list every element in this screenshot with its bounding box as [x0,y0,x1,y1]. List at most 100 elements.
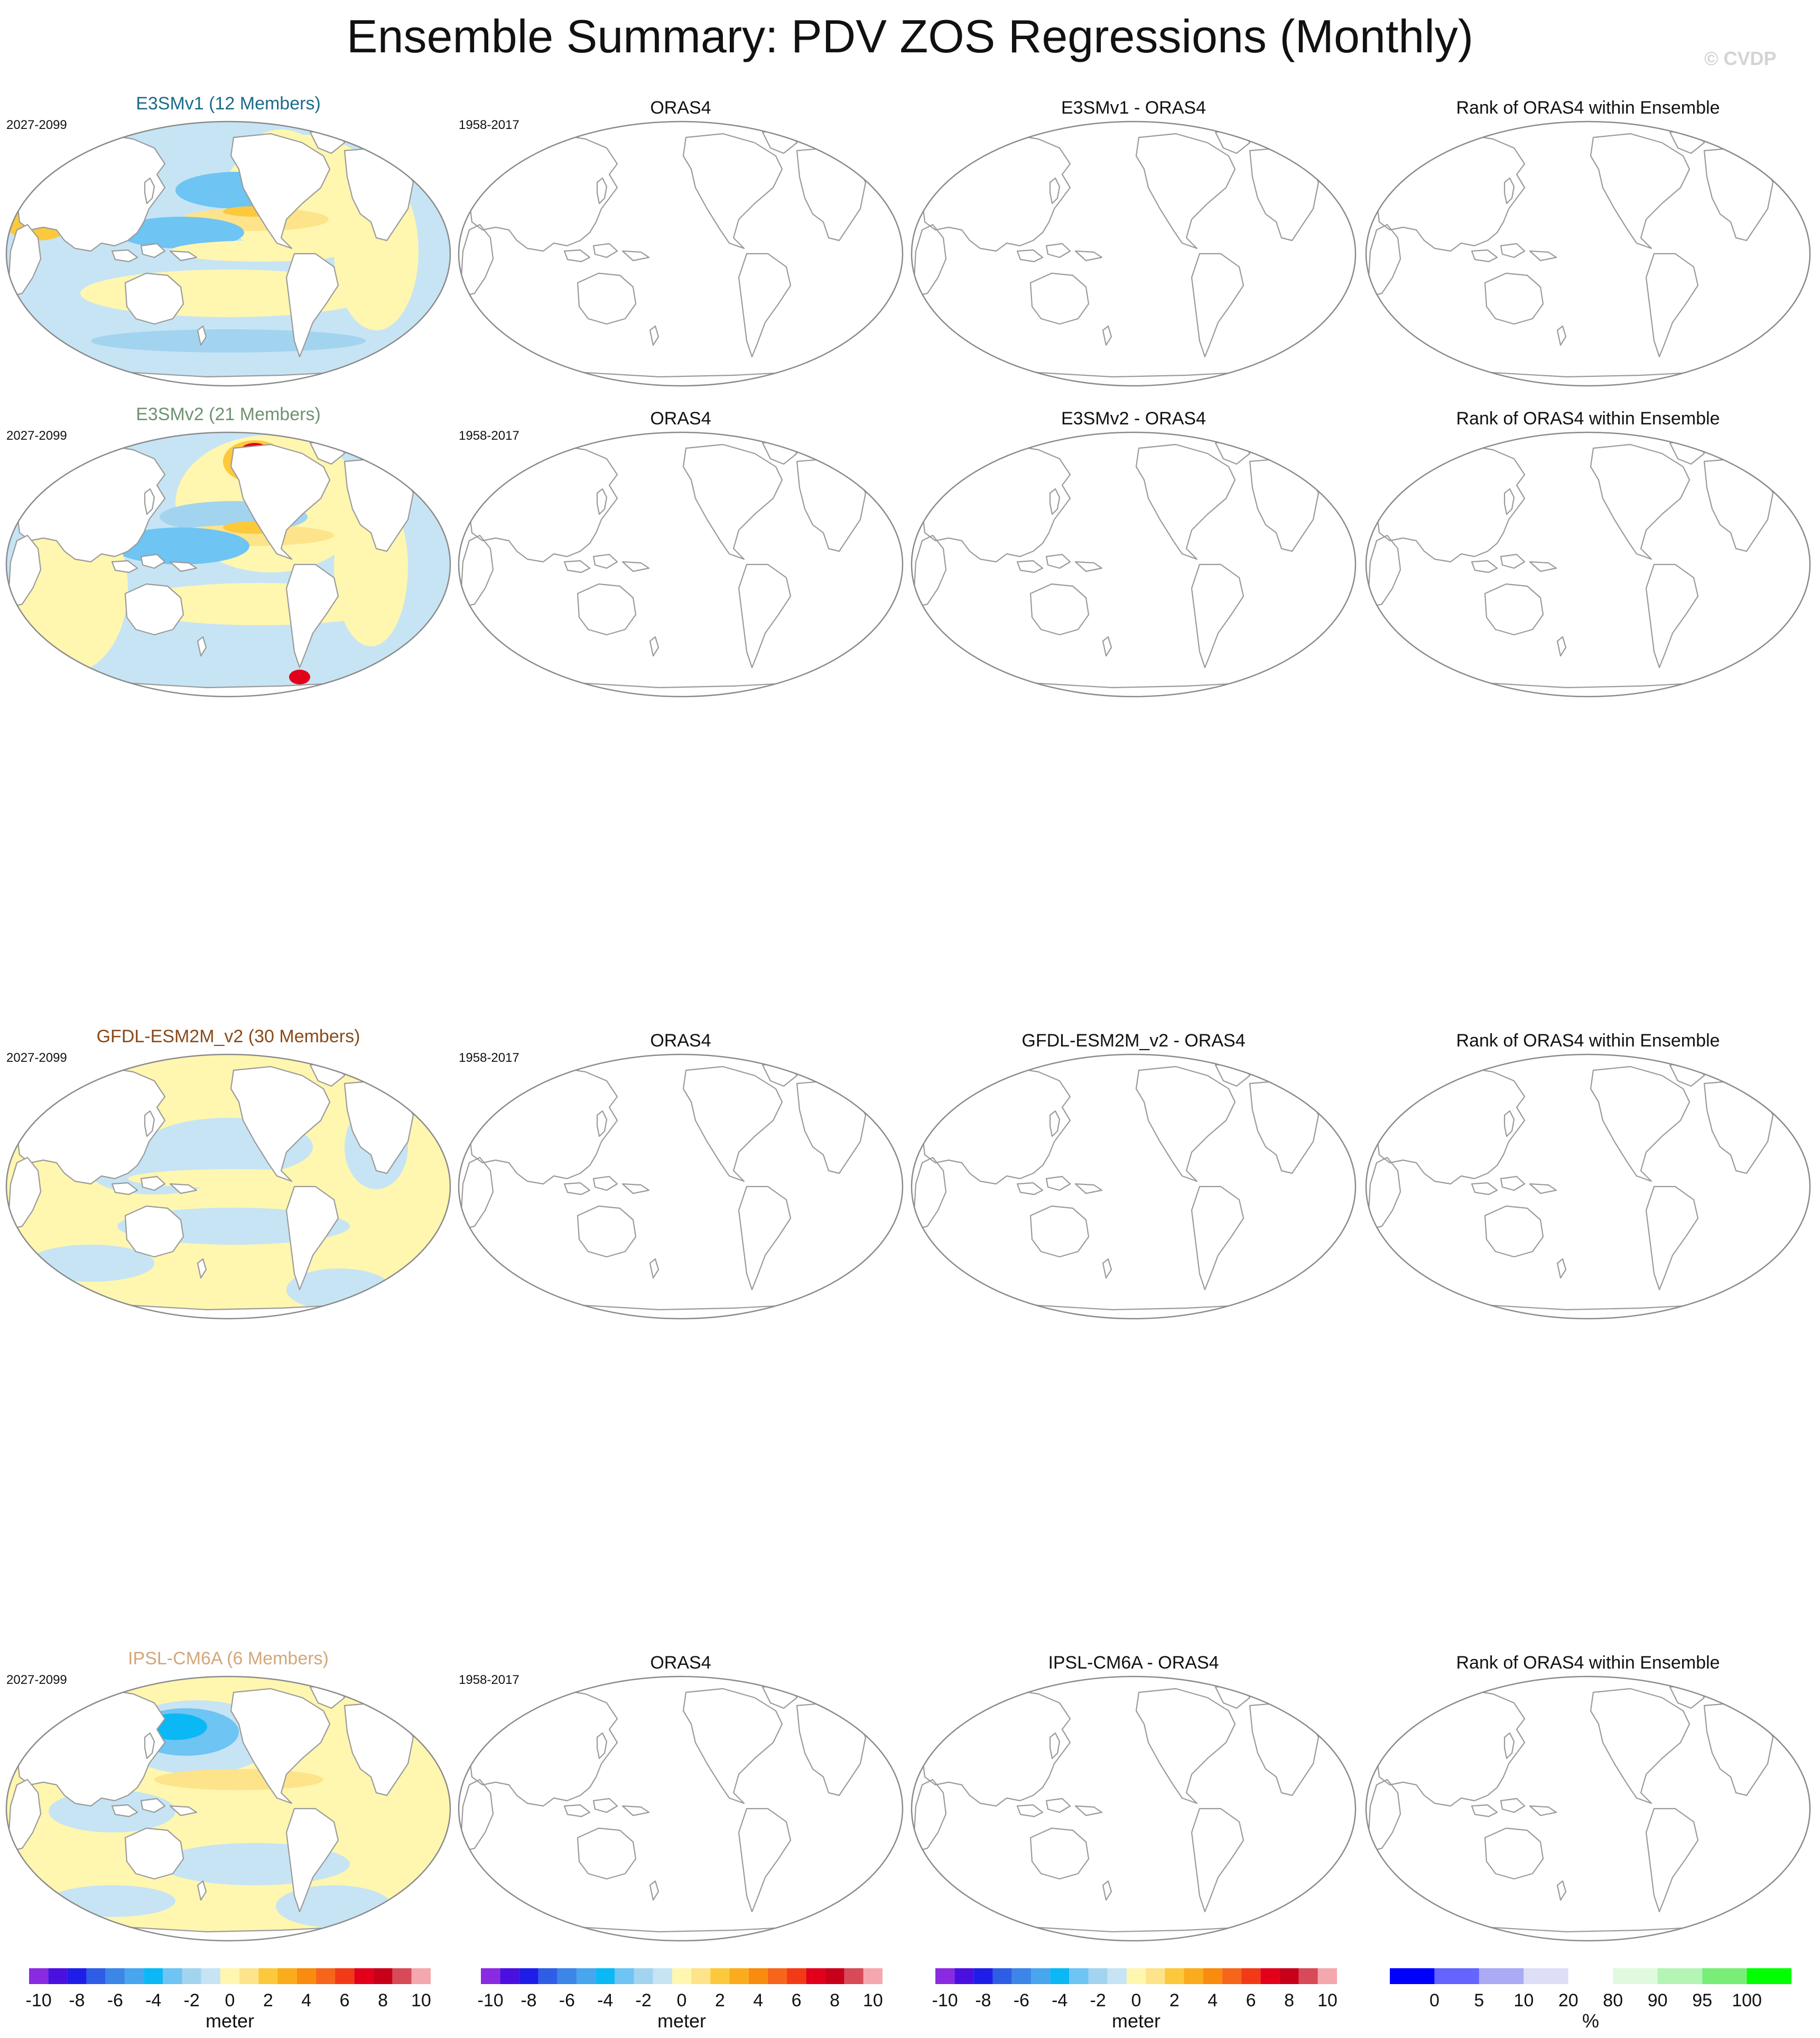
colorbar-box [1184,1968,1203,1984]
colorbar-box [335,1968,355,1984]
panel-rank-row-2: Rank of ORAS4 within Ensemble [1365,409,1811,705]
map-rank [1365,121,1811,387]
panel-years: 1958-2017 [459,1051,519,1065]
map-diff [911,1675,1357,1942]
map-border [1365,121,1811,387]
coastline [1529,561,1557,572]
coastline [963,677,1314,697]
map-diff [911,431,1357,698]
coastline [1703,1702,1774,1796]
colorbar-box [1069,1968,1089,1984]
coastline [1471,1182,1498,1196]
coastline [1590,443,1691,560]
coastline [1703,458,1774,552]
field-contour [128,1169,339,1188]
colorbar-box [1107,1968,1127,1984]
colorbar-box [973,1968,993,1984]
coastline [796,458,867,552]
panel-obs-row-2: ORAS4 1958-2017 [458,409,904,705]
coastline [1074,1183,1103,1194]
colorbar-tick-label: 2 [1169,1990,1180,2011]
coastline [1529,250,1557,262]
coastline [649,636,660,657]
coastline [621,561,650,572]
coastline [1556,1258,1567,1279]
coastline [1368,1156,1401,1230]
panel-diff-row-3: GFDL-ESM2M_v2 - ORAS4 [911,1031,1357,1327]
colorbar-box [1479,1968,1524,1984]
map-model [5,1675,451,1942]
coastline [285,563,339,669]
map-border [5,431,451,698]
colorbar-box [373,1968,393,1984]
coastline [1029,272,1090,325]
coastline [124,1827,184,1880]
colorbar-box [481,1968,500,1984]
coastline [1590,1688,1691,1804]
coastline [1368,1778,1401,1852]
coastline [469,134,618,252]
colorbar-tick-label: 0 [1429,1990,1440,2011]
colorbar-box [296,1968,316,1984]
colorbar-box [691,1968,711,1984]
coastline [922,1067,1071,1185]
field-contour [117,217,244,248]
panel-diff-row-4: IPSL-CM6A - ORAS4 [911,1653,1357,1949]
coastline [596,1732,608,1759]
map-border [911,431,1357,698]
coastline [682,133,783,249]
colorbar-tick-label: 6 [340,1990,350,2011]
colorbar-tick-label: 95 [1692,1990,1712,2011]
colorbar-tick-label: 100 [1732,1990,1762,2011]
coastline [144,1732,155,1759]
coastline [1556,1880,1567,1901]
coastline [796,1702,867,1796]
colorbar-box [411,1968,431,1984]
panel-title: E3SMv2 - ORAS4 [1061,409,1206,429]
coastline [762,128,798,154]
coastline [1016,249,1044,263]
coastline [1368,534,1401,608]
coastline [8,1778,42,1852]
coastline [963,1921,1314,1941]
coastline [460,224,494,297]
colorbar-box [1222,1968,1242,1984]
coastline [197,1258,207,1279]
coastline [169,1805,198,1817]
colorbar-box [806,1968,825,1984]
colorbar-tick-label: 10 [1513,1990,1534,2011]
colorbar-tick-label: 4 [301,1990,311,2011]
coastline [460,534,494,608]
colorbar-tick-label: -10 [26,1990,52,2011]
coastline [285,1808,339,1913]
coastline [1074,561,1103,572]
colorbar-tick-label: 5 [1474,1990,1484,2011]
coastline [1377,1067,1526,1185]
colorbar-tick-label: -2 [184,1990,200,2011]
panel-years: 1958-2017 [459,429,519,443]
coastline [1102,1880,1112,1901]
coastline [1484,1205,1544,1258]
coastline [169,250,198,262]
coastline [1135,443,1236,560]
cvdp-watermark: © CVDP [1704,48,1777,69]
colorbar-box [748,1968,768,1984]
coastline [1191,253,1245,358]
panel-obs-row-1: ORAS4 1958-2017 [458,98,904,394]
coastline [469,1067,618,1185]
colorbar-tick-label: 6 [1246,1990,1256,2011]
colorbar-tick-label: 0 [1131,1990,1141,2011]
map-border [458,1053,904,1320]
map-obs [458,1053,904,1320]
colorbar-unit: meter [206,2010,254,2032]
panel-years: 1958-2017 [459,118,519,132]
coastline [1191,563,1245,669]
colorbar-box [1241,1968,1261,1984]
coastline [1029,1205,1090,1258]
colorbar-box [1088,1968,1108,1984]
coastline [1471,560,1498,573]
coastline [1102,1258,1112,1279]
colorbar-tick-label: 2 [715,1990,725,2011]
coastline [124,583,184,636]
coastline [124,272,184,325]
